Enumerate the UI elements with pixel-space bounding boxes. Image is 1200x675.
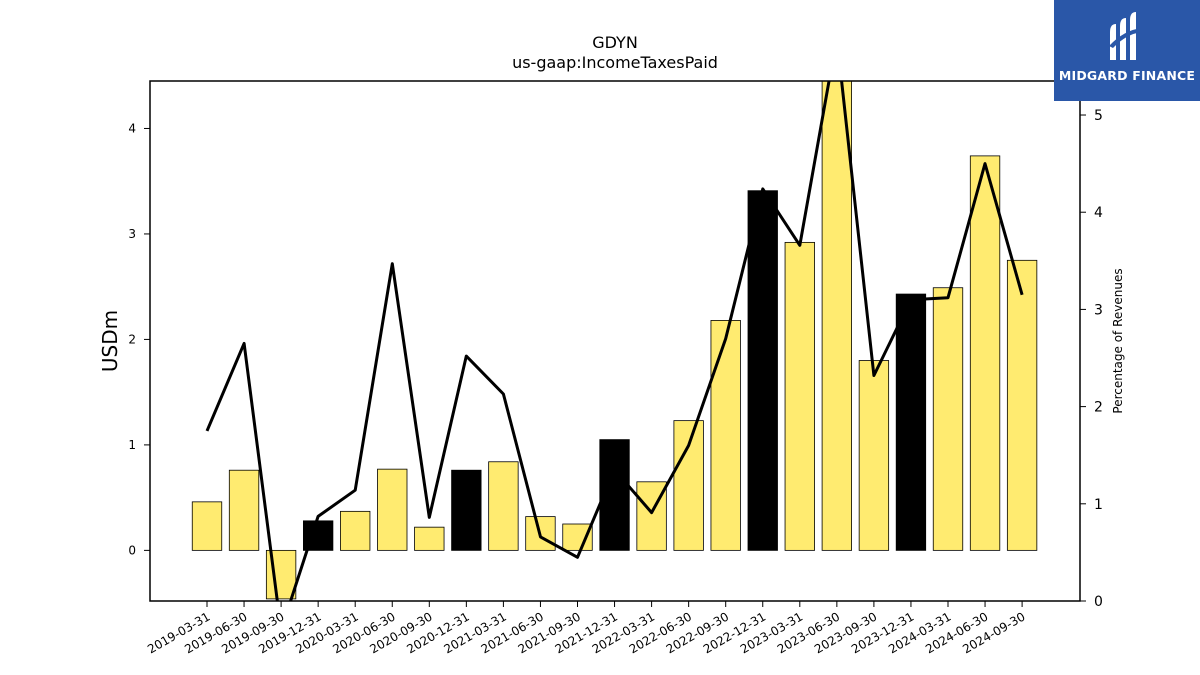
chart-title: GDYN: [592, 33, 638, 52]
bar-2024-03-31: [932, 287, 964, 551]
y2-tick-label: 3: [1094, 302, 1103, 318]
y-tick-label: 4: [128, 121, 136, 135]
bar-2023-09-30: [858, 360, 890, 551]
y-axis-label: USDm: [98, 310, 122, 372]
y-tick-label: 0: [128, 543, 136, 557]
y2-tick-label: 1: [1094, 497, 1103, 513]
bar-group: [191, 81, 1038, 600]
y-tick-label: 3: [128, 227, 136, 241]
bar-2023-12-31: [895, 293, 927, 551]
bar-2020-09-30: [414, 526, 445, 551]
y-tick-label: 1: [128, 438, 136, 452]
bar-2020-12-31: [451, 469, 482, 551]
bar-2020-06-30: [377, 468, 408, 551]
x-axis: 2019-03-312019-06-302019-09-302019-12-31…: [145, 601, 1028, 656]
y2-tick-label: 0: [1094, 594, 1103, 610]
y2-tick-label: 4: [1094, 205, 1103, 221]
chart-subtitle: us-gaap:IncomeTaxesPaid: [512, 53, 718, 72]
bar-2021-09-30: [562, 523, 593, 551]
bar-2024-09-30: [1006, 259, 1038, 551]
bar-2022-12-31: [747, 190, 778, 551]
line-group: [205, 81, 1024, 601]
bar-2019-06-30: [228, 469, 260, 551]
bar-2023-06-30: [821, 81, 852, 551]
bar-2022-06-30: [673, 420, 704, 551]
midgard-logo-icon: [1109, 12, 1142, 60]
y2-tick-label: 5: [1094, 108, 1103, 124]
y-axis-right: 0 1 2 3 4 5: [1080, 108, 1103, 610]
logo-text: MIDGARD FINANCE: [1058, 68, 1196, 83]
bar-2020-03-31: [340, 510, 371, 551]
y2-axis-label: Percentage of Revenues: [1111, 268, 1125, 413]
bar-2019-03-31: [191, 501, 223, 551]
percentage-line: [205, 81, 1024, 601]
y2-tick-label: 2: [1094, 400, 1103, 416]
bar-2023-03-31: [784, 241, 815, 551]
brand-logo: MIDGARD FINANCE: [1054, 0, 1200, 101]
bar-2021-03-31: [488, 461, 519, 551]
y-axis-left: 0 1 2 3 4: [128, 121, 150, 557]
bar-2022-09-30: [710, 320, 741, 551]
bar-2024-06-30: [969, 155, 1001, 551]
y-tick-label: 2: [128, 332, 136, 346]
